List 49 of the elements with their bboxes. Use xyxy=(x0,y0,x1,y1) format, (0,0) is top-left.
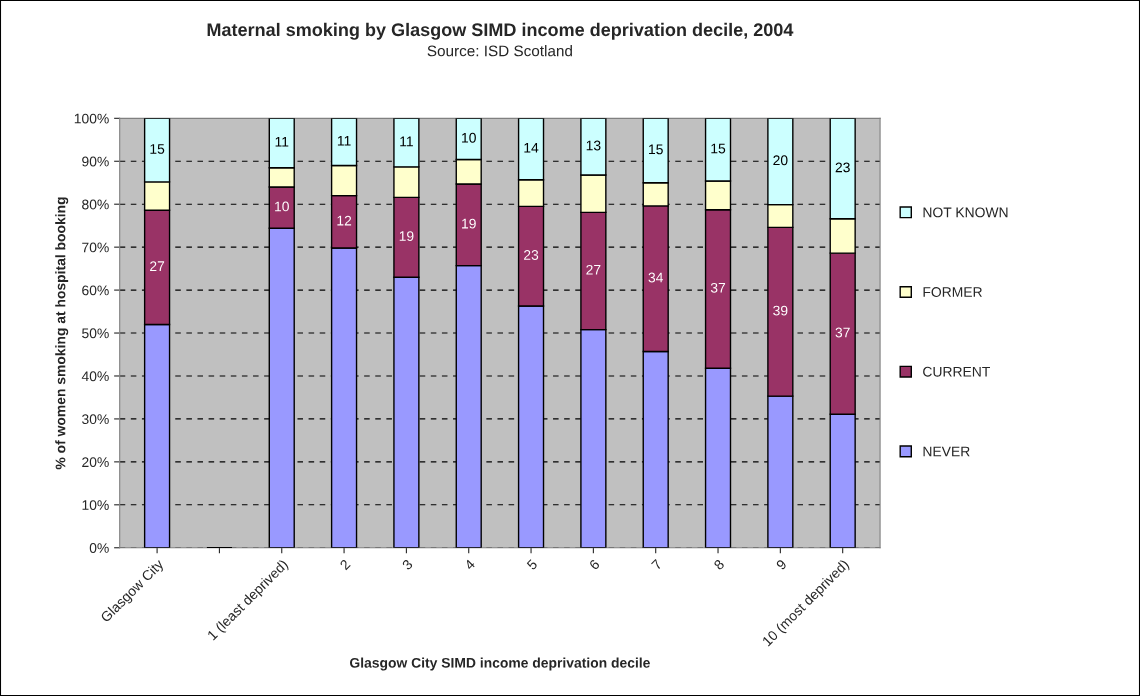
data-label: 12 xyxy=(337,215,352,226)
data-label: 27 xyxy=(150,261,165,271)
data-label: 39 xyxy=(773,305,788,316)
y-tick-label: 30% xyxy=(82,414,109,425)
data-label: 13 xyxy=(586,140,601,151)
y-tick-label: 20% xyxy=(82,457,109,468)
data-label: 11 xyxy=(400,136,413,147)
y-tick-label: 80% xyxy=(82,199,109,210)
chart-title: Maternal smoking by Glasgow SIMD income deprivation decile, 2004 xyxy=(207,22,794,40)
data-label: 15 xyxy=(711,143,726,154)
legend-label: NOT KNOWN xyxy=(923,207,1008,218)
data-label: 11 xyxy=(337,135,351,146)
y-tick-label: 50% xyxy=(82,328,109,339)
data-label: 14 xyxy=(524,143,539,153)
y-axis-title: % of women smoking at hospital booking xyxy=(55,197,69,470)
x-tick-label: 7 xyxy=(651,559,663,571)
data-label: 37 xyxy=(835,327,850,338)
data-label: 19 xyxy=(462,218,476,229)
x-axis-title: Glasgow City SIMD income deprivation decile xyxy=(349,657,650,671)
y-tick-label: 60% xyxy=(82,285,109,296)
legend-label: NEVER xyxy=(923,446,970,457)
data-label: 23 xyxy=(835,162,850,173)
x-tick-label: 4 xyxy=(463,558,476,571)
data-label: 10 xyxy=(275,201,289,212)
data-label: 23 xyxy=(524,250,539,260)
data-label: 19 xyxy=(399,231,414,241)
data-label: 15 xyxy=(150,144,165,154)
chart-subtitle: Source: ISD Scotland xyxy=(427,45,572,57)
y-tick-label: 10% xyxy=(82,500,109,510)
y-tick-label: 90% xyxy=(82,156,109,167)
x-tick-label: 8 xyxy=(713,558,725,571)
x-tick-label: 6 xyxy=(588,558,601,571)
data-label: 10 xyxy=(462,132,476,143)
y-tick-label: 0% xyxy=(89,543,109,553)
data-label: 27 xyxy=(586,264,601,275)
x-tick-label: 5 xyxy=(526,558,538,571)
data-label: 11 xyxy=(275,137,289,147)
y-tick-label: 40% xyxy=(81,371,109,382)
y-tick-label: 100% xyxy=(74,113,109,124)
x-tick-label: 2 xyxy=(339,558,351,571)
data-label: 37 xyxy=(710,282,726,293)
data-label: 15 xyxy=(649,144,663,155)
x-tick-label: 9 xyxy=(775,558,788,571)
data-label: 34 xyxy=(648,272,664,283)
legend-label: FORMER xyxy=(923,287,982,297)
data-label: 20 xyxy=(773,155,788,166)
legend-label: CURRENT xyxy=(923,366,990,377)
y-tick-label: 70% xyxy=(82,242,109,253)
x-tick-label: 3 xyxy=(401,558,414,571)
